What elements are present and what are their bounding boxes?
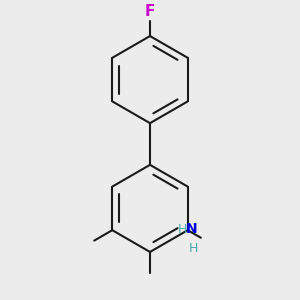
Text: F: F [145, 4, 155, 19]
Text: H: H [178, 223, 187, 236]
Text: H: H [188, 242, 198, 254]
Text: N: N [186, 222, 198, 236]
